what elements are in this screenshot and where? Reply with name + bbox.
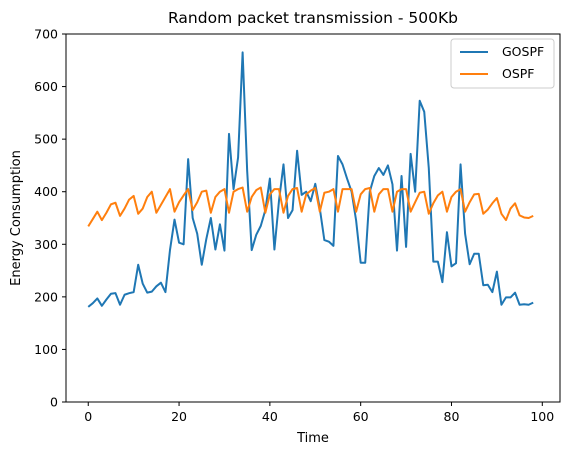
y-tick-label: 200 <box>34 289 58 304</box>
x-tick-label: 20 <box>171 409 187 424</box>
y-tick-label: 500 <box>34 132 58 147</box>
x-tick-label: 80 <box>444 409 460 424</box>
y-tick-label: 100 <box>34 342 58 357</box>
plot-frame <box>65 33 561 403</box>
chart-title: Random packet transmission - 500Kb <box>168 9 458 27</box>
y-tick-label: 0 <box>50 395 58 410</box>
series-line-ospf <box>87 186 534 227</box>
series-line-gospf <box>87 51 534 308</box>
x-tick-label: 0 <box>84 409 92 424</box>
legend-label-gospf: GOSPF <box>502 44 544 59</box>
legend: GOSPF OSPF <box>450 38 555 89</box>
x-axis-label: Time <box>296 431 329 446</box>
plot-area <box>87 51 534 308</box>
legend-label-ospf: OSPF <box>502 66 535 81</box>
y-tick-label: 400 <box>34 184 58 199</box>
x-tick-label: 60 <box>353 409 369 424</box>
x-tick-label: 40 <box>262 409 278 424</box>
x-tick-label: 100 <box>530 409 554 424</box>
axis-ticks: 0 20 40 60 80 100 0 100 200 300 400 500 600 700 <box>34 27 554 425</box>
y-tick-label: 300 <box>34 237 58 252</box>
y-tick-label: 600 <box>34 79 58 94</box>
y-tick-label: 700 <box>34 27 58 42</box>
y-axis-label: Energy Consumption <box>9 150 24 286</box>
